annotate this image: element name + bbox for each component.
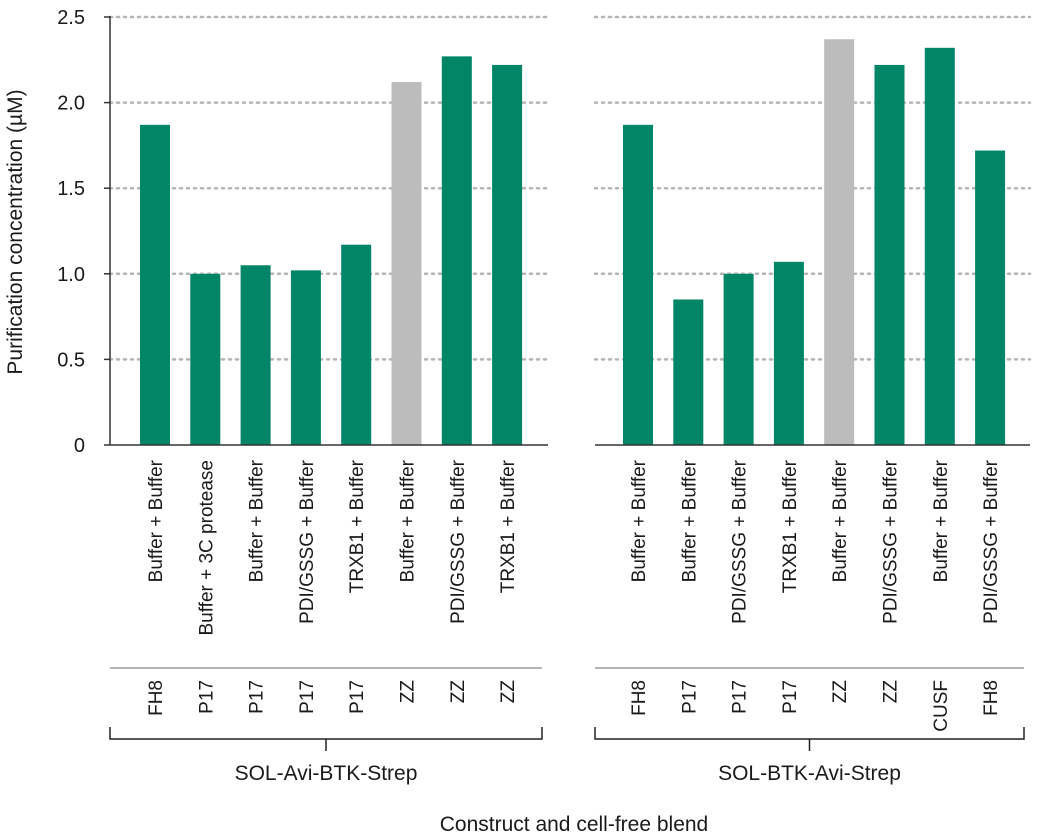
blend-label: P17 [196,680,217,714]
bar [824,39,855,445]
bar [290,270,321,445]
blend-label: ZZ [830,680,851,704]
bar [975,150,1006,445]
construct-label: SOL-Avi-BTK-Strep [235,762,418,785]
bar [773,261,804,445]
category-label: TRXB1 + Buffer [498,459,519,593]
category-label: Buffer + Buffer [146,459,167,582]
blend-label: ZZ [398,680,419,704]
y-tick-label: 2.0 [57,93,85,115]
group-bracket [594,727,1025,751]
category-label: TRXB1 + Buffer [347,459,368,593]
bar [673,299,704,445]
bar [441,56,472,445]
y-tick-label: 2.5 [57,7,85,29]
category-label: PDI/GSSG + Buffer [297,459,318,624]
blend-label: ZZ [448,680,469,704]
bar [341,244,372,445]
blend-label: FH8 [146,680,167,716]
bar [492,64,523,445]
category-label: PDI/GSSG + Buffer [881,459,902,624]
y-tick-label: 0 [74,435,85,457]
bar [723,273,754,445]
bar [623,124,653,445]
construct-label: SOL-BTK-Avi-Strep [718,762,901,785]
blend-label: P17 [780,680,801,714]
category-label: Buffer + 3C protease [196,460,217,636]
blend-label: P17 [347,680,368,714]
blend-label: FH8 [629,680,650,716]
bar [190,273,221,445]
blend-label: P17 [247,680,268,714]
blend-label: P17 [679,680,700,714]
bar [874,64,905,445]
category-label: PDI/GSSG + Buffer [730,459,751,624]
category-label: Buffer + Buffer [247,459,268,582]
labels: 0 0.5 1.0 1.5 2.0 2.5 Buffer + Buffer FH8 Buffer… [57,7,1002,785]
category-label: Buffer + Buffer [679,459,700,582]
y-tick-label: 0.5 [57,349,85,371]
y-axis-title: Purification concentration (µM) [4,89,27,374]
y-tick-label: 1.0 [57,264,85,286]
category-label: PDI/GSSG + Buffer [448,459,469,624]
category-label: TRXB1 + Buffer [780,459,801,593]
blend-label: ZZ [498,680,519,704]
group-bracket [109,727,543,751]
bar [140,124,170,445]
category-label: Buffer + Buffer [931,459,952,582]
bar [391,82,422,445]
blend-label: ZZ [881,680,902,704]
category-label: Buffer + Buffer [830,459,851,582]
y-tick-label: 1.5 [57,178,85,200]
blend-label: FH8 [981,680,1002,716]
axes [104,16,1030,751]
blend-label: CUSF [931,680,952,732]
blend-label: P17 [297,680,318,714]
x-axis-title: Construct and cell-free blend [440,813,708,836]
bars [140,39,1006,445]
category-label: Buffer + Buffer [629,459,650,582]
category-label: PDI/GSSG + Buffer [981,459,1002,624]
bar [240,265,271,445]
blend-label: P17 [730,680,751,714]
bar [924,47,955,445]
gridlines [108,15,1032,361]
category-label: Buffer + Buffer [398,459,419,582]
